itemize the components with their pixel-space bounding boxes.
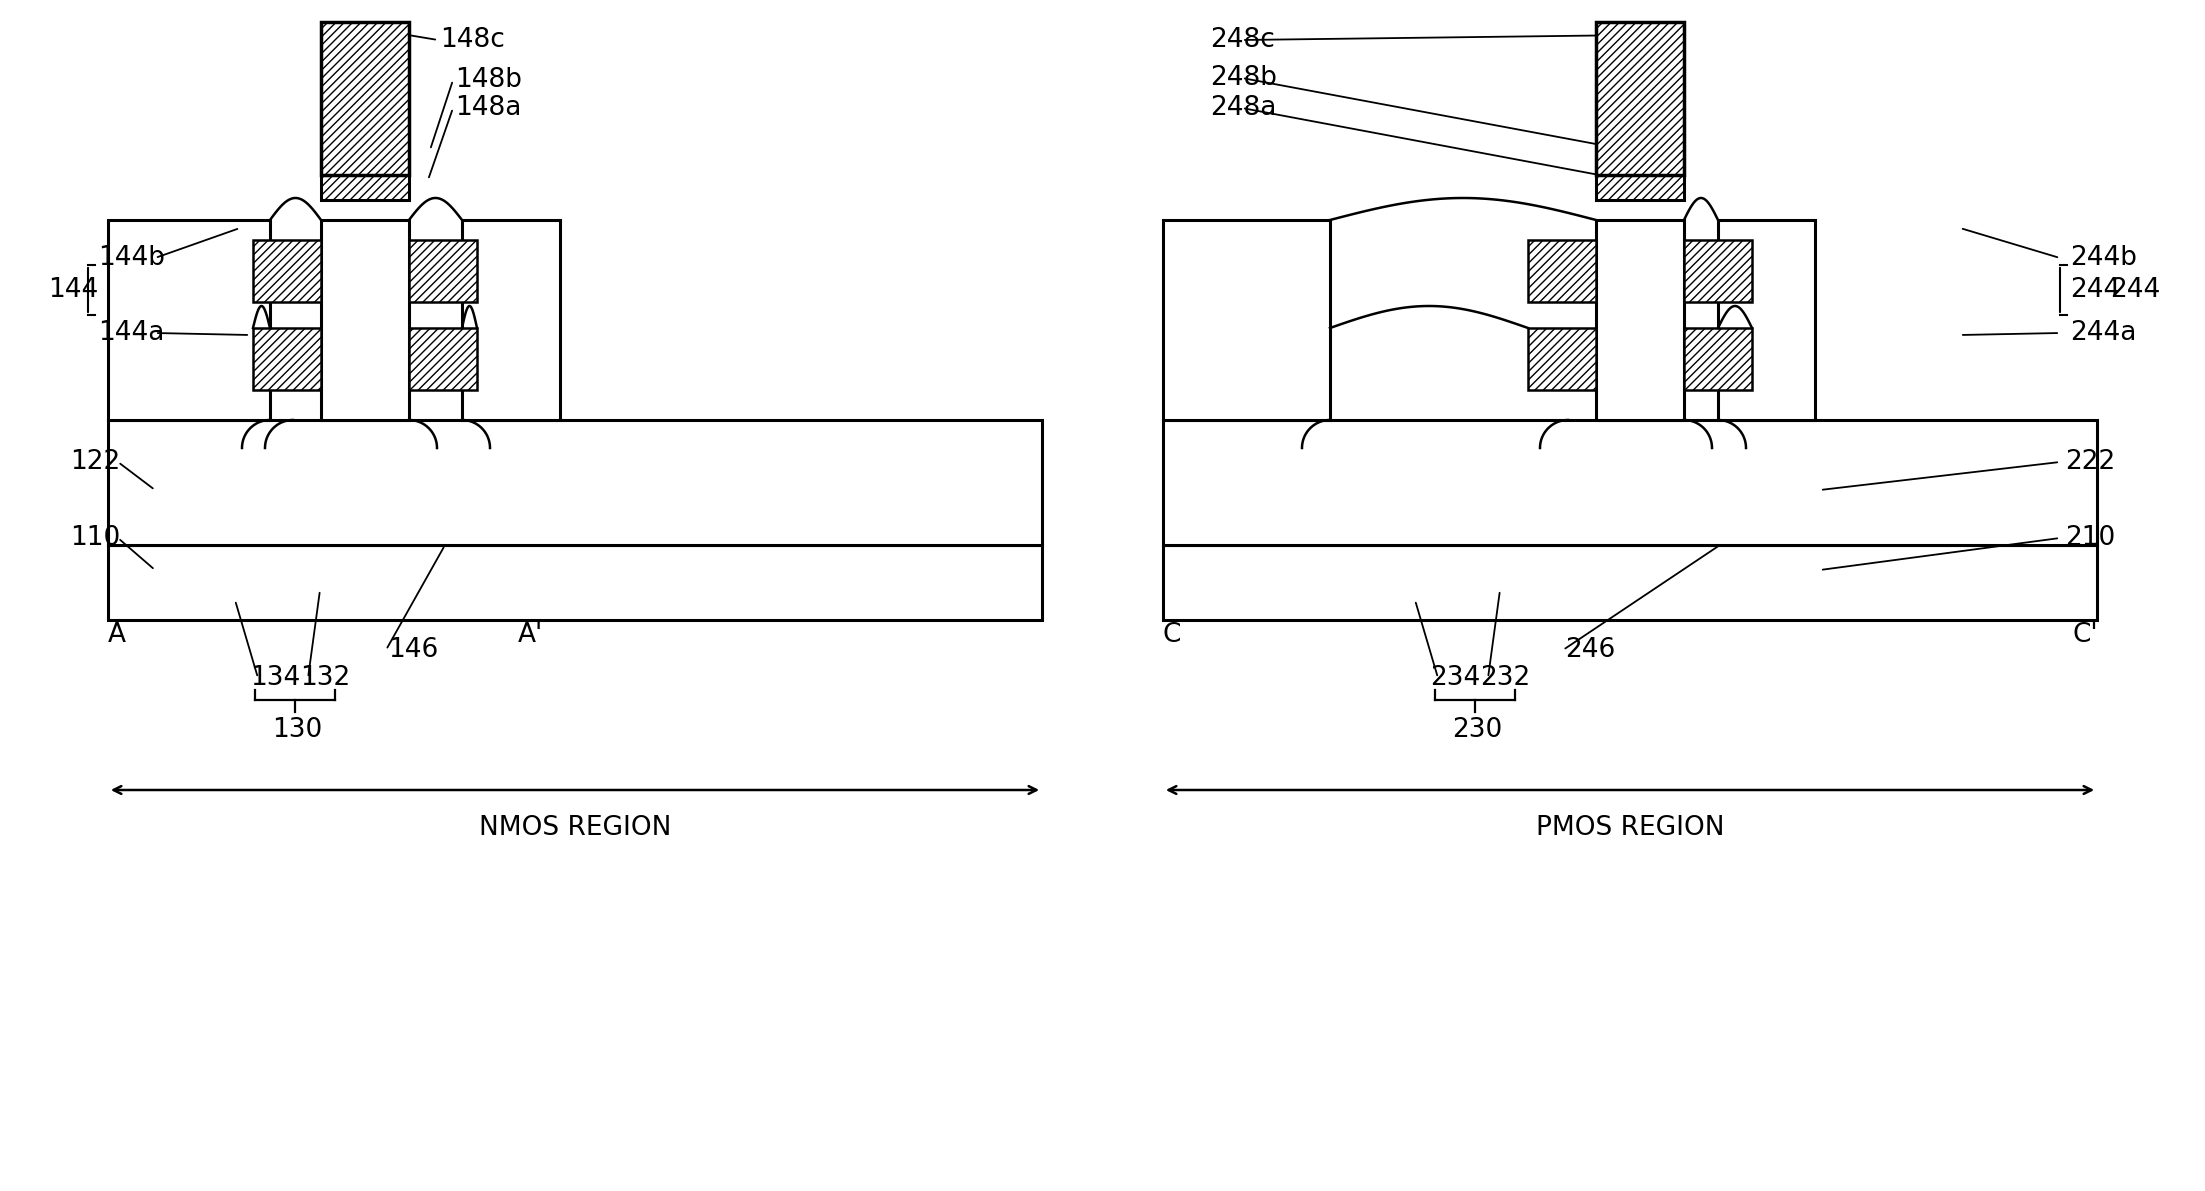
- Bar: [1596, 220, 1685, 420]
- Text: 148b: 148b: [454, 67, 523, 93]
- Text: 244a: 244a: [2070, 320, 2137, 347]
- Bar: [254, 241, 322, 303]
- Text: 130: 130: [271, 717, 322, 743]
- Text: 122: 122: [71, 449, 121, 475]
- Text: 110: 110: [71, 525, 121, 551]
- Bar: [1528, 241, 1596, 303]
- Text: 144: 144: [49, 278, 99, 303]
- Bar: [1718, 220, 1815, 420]
- Text: 248a: 248a: [1211, 95, 1277, 121]
- Text: 210: 210: [2066, 525, 2115, 551]
- Bar: [1685, 328, 1753, 389]
- Text: 144b: 144b: [97, 245, 165, 272]
- Text: 144a: 144a: [97, 320, 165, 347]
- Bar: [108, 545, 1043, 621]
- Text: C: C: [1162, 622, 1182, 648]
- Bar: [1685, 241, 1753, 303]
- Bar: [108, 220, 269, 420]
- Text: 222: 222: [2066, 449, 2115, 475]
- Bar: [408, 328, 476, 389]
- Bar: [1162, 545, 2097, 621]
- Bar: [322, 220, 408, 420]
- Bar: [322, 21, 408, 175]
- Text: 146: 146: [388, 637, 439, 663]
- Bar: [408, 241, 476, 303]
- Text: 134: 134: [249, 665, 300, 691]
- Text: 244b: 244b: [2070, 245, 2137, 272]
- Text: A: A: [108, 622, 126, 648]
- Text: PMOS REGION: PMOS REGION: [1535, 815, 1724, 841]
- Text: 148c: 148c: [441, 27, 505, 54]
- Text: C': C': [2073, 622, 2097, 648]
- Text: 148a: 148a: [454, 95, 520, 121]
- Text: 246: 246: [1566, 637, 1616, 663]
- Bar: [1162, 220, 1330, 420]
- Text: NMOS REGION: NMOS REGION: [478, 815, 670, 841]
- Bar: [322, 175, 408, 200]
- Text: 132: 132: [300, 665, 351, 691]
- Bar: [254, 328, 322, 389]
- Bar: [1596, 175, 1685, 200]
- Text: A': A': [518, 622, 542, 648]
- Text: 248b: 248b: [1211, 66, 1277, 91]
- Text: 232: 232: [1480, 665, 1530, 691]
- Bar: [1528, 328, 1596, 389]
- Bar: [1162, 420, 2097, 545]
- Bar: [108, 420, 1043, 545]
- Text: 244: 244: [2070, 278, 2121, 303]
- Text: 244: 244: [2110, 278, 2161, 303]
- Text: 230: 230: [1453, 717, 1502, 743]
- Text: 234: 234: [1431, 665, 1480, 691]
- Text: 248c: 248c: [1211, 27, 1274, 54]
- Bar: [463, 220, 560, 420]
- Bar: [1596, 21, 1685, 175]
